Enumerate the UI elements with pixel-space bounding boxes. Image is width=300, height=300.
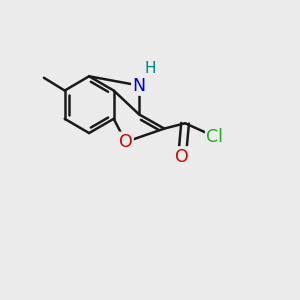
Text: H: H [144, 61, 156, 76]
Text: O: O [175, 148, 189, 166]
Text: Cl: Cl [206, 128, 223, 146]
Text: N: N [132, 76, 146, 94]
Text: O: O [119, 133, 133, 151]
